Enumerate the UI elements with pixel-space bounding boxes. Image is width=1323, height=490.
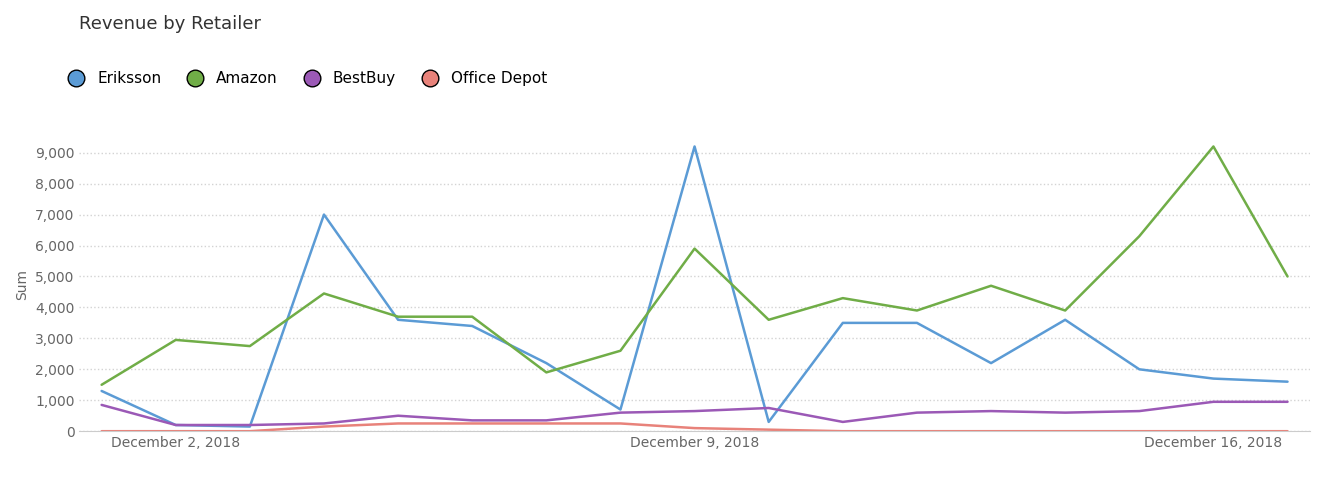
BestBuy xyxy=(1205,399,1221,405)
Amazon xyxy=(761,317,777,323)
Eriksson xyxy=(1279,379,1295,385)
Eriksson xyxy=(1205,376,1221,382)
Amazon xyxy=(168,337,184,343)
Legend: Eriksson, Amazon, BestBuy, Office Depot: Eriksson, Amazon, BestBuy, Office Depot xyxy=(61,72,548,86)
Line: Amazon: Amazon xyxy=(102,147,1287,385)
Amazon xyxy=(538,369,554,375)
Eriksson xyxy=(390,317,406,323)
Eriksson xyxy=(761,419,777,425)
Amazon xyxy=(1279,273,1295,279)
Amazon xyxy=(983,283,999,289)
Amazon xyxy=(242,343,258,349)
BestBuy xyxy=(909,410,925,416)
Text: Revenue by Retailer: Revenue by Retailer xyxy=(79,15,262,33)
BestBuy xyxy=(242,422,258,428)
Eriksson xyxy=(687,144,703,149)
BestBuy xyxy=(687,408,703,414)
Eriksson xyxy=(835,320,851,326)
Eriksson xyxy=(1057,317,1073,323)
Office Depot xyxy=(168,428,184,434)
Office Depot xyxy=(909,428,925,434)
BestBuy xyxy=(1279,399,1295,405)
Office Depot xyxy=(390,420,406,426)
BestBuy xyxy=(464,417,480,423)
BestBuy xyxy=(1057,410,1073,416)
BestBuy xyxy=(316,420,332,426)
Office Depot xyxy=(1131,428,1147,434)
BestBuy xyxy=(1131,408,1147,414)
Office Depot xyxy=(316,424,332,430)
BestBuy xyxy=(613,410,628,416)
BestBuy xyxy=(390,413,406,418)
Amazon xyxy=(316,291,332,296)
Y-axis label: Sum: Sum xyxy=(16,269,29,300)
Amazon xyxy=(1057,308,1073,314)
Amazon xyxy=(1205,144,1221,149)
Office Depot xyxy=(1279,428,1295,434)
Office Depot xyxy=(1205,428,1221,434)
Office Depot xyxy=(983,428,999,434)
Office Depot xyxy=(1057,428,1073,434)
BestBuy xyxy=(761,405,777,411)
Eriksson xyxy=(983,360,999,366)
Amazon xyxy=(94,382,110,388)
Eriksson xyxy=(613,407,628,413)
Eriksson xyxy=(316,212,332,218)
Office Depot xyxy=(242,428,258,434)
Amazon xyxy=(835,295,851,301)
Eriksson xyxy=(464,323,480,329)
Amazon xyxy=(909,308,925,314)
Office Depot xyxy=(613,420,628,426)
BestBuy xyxy=(168,422,184,428)
Amazon xyxy=(390,314,406,319)
Line: BestBuy: BestBuy xyxy=(102,402,1287,425)
Amazon xyxy=(464,314,480,319)
BestBuy xyxy=(983,408,999,414)
Eriksson xyxy=(538,360,554,366)
Eriksson xyxy=(242,424,258,430)
BestBuy xyxy=(94,402,110,408)
Eriksson xyxy=(94,388,110,394)
Office Depot xyxy=(538,420,554,426)
Office Depot xyxy=(687,425,703,431)
Office Depot xyxy=(761,427,777,433)
Eriksson xyxy=(168,422,184,428)
Office Depot xyxy=(835,428,851,434)
Eriksson xyxy=(1131,367,1147,372)
BestBuy xyxy=(835,419,851,425)
BestBuy xyxy=(538,417,554,423)
Amazon xyxy=(687,245,703,251)
Line: Eriksson: Eriksson xyxy=(102,147,1287,427)
Eriksson xyxy=(909,320,925,326)
Amazon xyxy=(1131,233,1147,239)
Office Depot xyxy=(464,420,480,426)
Amazon xyxy=(613,348,628,354)
Office Depot xyxy=(94,428,110,434)
Line: Office Depot: Office Depot xyxy=(102,423,1287,431)
